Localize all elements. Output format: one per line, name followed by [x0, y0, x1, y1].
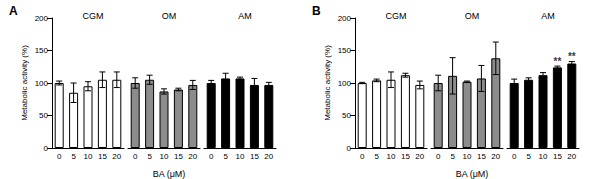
- svg-text:0: 0: [360, 152, 365, 161]
- svg-text:5: 5: [223, 152, 228, 161]
- svg-text:200: 200: [338, 14, 352, 23]
- svg-text:200: 200: [35, 14, 49, 23]
- svg-text:20: 20: [415, 152, 424, 161]
- svg-text:150: 150: [338, 46, 352, 55]
- svg-text:10: 10: [539, 152, 548, 161]
- svg-text:15: 15: [553, 152, 562, 161]
- svg-text:20: 20: [567, 152, 576, 161]
- svg-text:CGM: CGM: [83, 11, 104, 21]
- svg-text:50: 50: [39, 111, 48, 120]
- svg-text:50: 50: [342, 111, 351, 120]
- svg-text:10: 10: [160, 152, 169, 161]
- svg-text:15: 15: [250, 152, 259, 161]
- svg-text:10: 10: [463, 152, 472, 161]
- svg-text:10: 10: [387, 152, 396, 161]
- svg-text:15: 15: [477, 152, 486, 161]
- svg-text:20: 20: [264, 152, 273, 161]
- svg-text:0: 0: [44, 144, 49, 153]
- svg-text:100: 100: [338, 79, 352, 88]
- svg-text:15: 15: [401, 152, 410, 161]
- svg-text:100: 100: [35, 79, 49, 88]
- svg-text:10: 10: [84, 152, 93, 161]
- svg-text:0: 0: [133, 152, 138, 161]
- svg-text:15: 15: [98, 152, 107, 161]
- svg-text:20: 20: [491, 152, 500, 161]
- svg-text:5: 5: [147, 152, 152, 161]
- svg-text:5: 5: [450, 152, 455, 161]
- svg-text:5: 5: [374, 152, 379, 161]
- svg-text:150: 150: [35, 46, 49, 55]
- svg-text:5: 5: [526, 152, 531, 161]
- svg-text:10: 10: [236, 152, 245, 161]
- svg-text:**: **: [568, 51, 576, 62]
- svg-text:**: **: [554, 56, 562, 67]
- svg-text:5: 5: [71, 152, 76, 161]
- svg-text:BA (μM): BA (μM): [153, 169, 186, 179]
- svg-text:CGM: CGM: [386, 11, 407, 21]
- svg-text:A: A: [9, 4, 18, 18]
- svg-text:0: 0: [512, 152, 517, 161]
- svg-text:15: 15: [174, 152, 183, 161]
- svg-text:AM: AM: [541, 11, 555, 21]
- svg-text:0: 0: [436, 152, 441, 161]
- svg-text:OM: OM: [465, 11, 480, 21]
- svg-text:BA (μM): BA (μM): [456, 169, 489, 179]
- svg-text:0: 0: [347, 144, 352, 153]
- svg-text:0: 0: [57, 152, 62, 161]
- svg-text:20: 20: [112, 152, 121, 161]
- svg-text:OM: OM: [162, 11, 177, 21]
- svg-text:0: 0: [209, 152, 214, 161]
- svg-text:Metabolic activity (%): Metabolic activity (%): [323, 45, 332, 121]
- svg-text:Metabolic activity (%): Metabolic activity (%): [20, 45, 29, 121]
- svg-text:20: 20: [188, 152, 197, 161]
- svg-text:AM: AM: [238, 11, 252, 21]
- svg-text:B: B: [312, 4, 321, 18]
